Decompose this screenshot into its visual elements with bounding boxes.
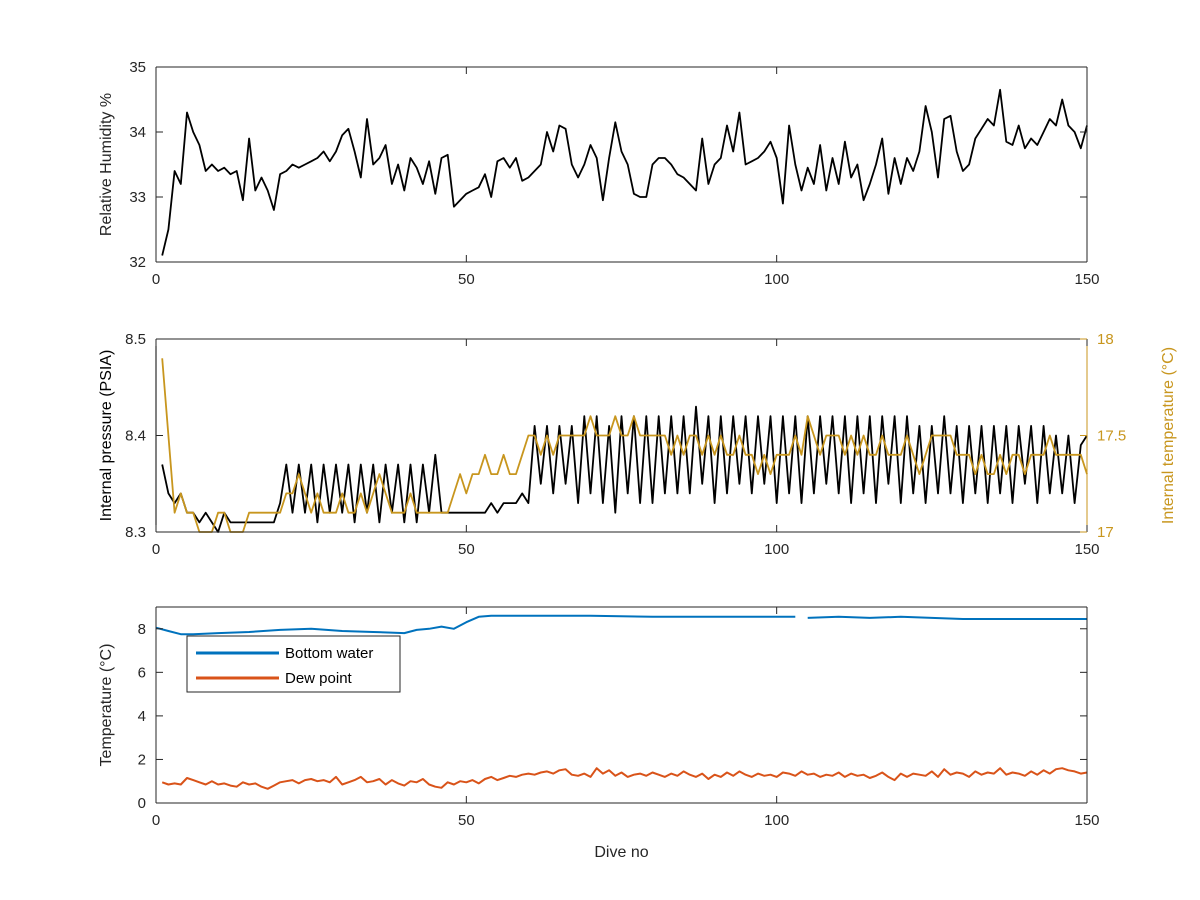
y-axis-label: Temperature (°C)	[98, 644, 115, 767]
legend: Bottom water Dew point	[186, 635, 401, 693]
legend-label: Bottom water	[285, 645, 373, 662]
legend-box	[186, 635, 401, 693]
series-line-dew-point	[161, 767, 1088, 790]
x-tick-label: 100	[764, 541, 789, 558]
y-tick-label: 6	[138, 664, 146, 681]
y-tick-label-right: 18	[1097, 331, 1114, 348]
subplot-2: 0 50 100 150 8.3 8.4 8.5 17 17.5 18 Internal press…	[98, 331, 1177, 558]
subplot-3: 0 50 100 150 0 2 4 6 8 Temperature (°C) Dive no Bot…	[98, 606, 1100, 861]
subplot-1: 0 50 100 150 32 33 34 35 Relative Humidity %	[98, 59, 1100, 288]
x-tick-label: 0	[152, 812, 160, 829]
x-tick-label: 0	[152, 271, 160, 288]
legend-label: Dew point	[285, 670, 353, 687]
x-tick-label: 150	[1074, 541, 1099, 558]
y-axis-label: Internal pressure (PSIA)	[98, 350, 115, 522]
y-tick-label: 4	[138, 708, 146, 725]
y-tick-label: 8.5	[125, 331, 146, 348]
y-tick-label: 32	[129, 254, 146, 271]
x-axis-label: Dive no	[594, 844, 648, 861]
y-tick-label: 34	[129, 124, 146, 141]
x-tick-label: 0	[152, 541, 160, 558]
y-tick-label: 33	[129, 189, 146, 206]
y-tick-label: 8.4	[125, 428, 146, 445]
y-tick-label-right: 17	[1097, 524, 1114, 541]
x-tick-label: 100	[764, 812, 789, 829]
x-tick-label: 150	[1074, 271, 1099, 288]
series-line-bottom-water	[155, 614, 1087, 636]
y-tick-label: 8	[138, 621, 146, 638]
y-tick-label: 8.3	[125, 524, 146, 541]
x-tick-label: 50	[458, 271, 475, 288]
x-tick-label: 100	[764, 271, 789, 288]
y-tick-label: 35	[129, 59, 146, 76]
y-axis-label-right: Internal temperature (°C)	[1160, 347, 1177, 524]
x-tick-label: 150	[1074, 812, 1099, 829]
series-line-s1	[161, 405, 1088, 533]
y-tick-label-right: 17.5	[1097, 428, 1126, 445]
y-tick-label: 2	[138, 751, 146, 768]
y-axis-label: Relative Humidity %	[98, 93, 115, 236]
series-line-s1	[161, 88, 1088, 256]
series-line-s2	[161, 358, 1088, 533]
x-tick-label: 50	[458, 541, 475, 558]
x-tick-label: 50	[458, 812, 475, 829]
y-tick-label: 0	[138, 795, 146, 812]
